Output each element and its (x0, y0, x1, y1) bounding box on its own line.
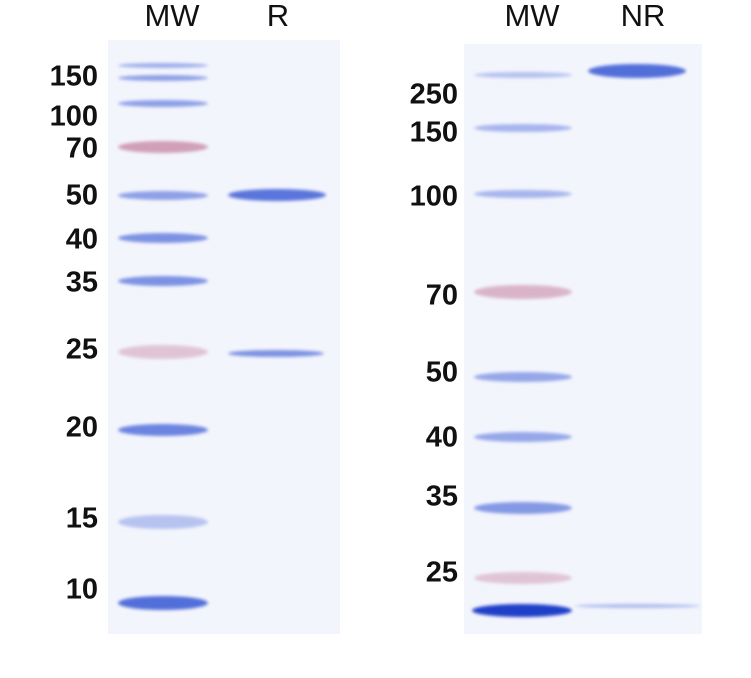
ladder-band (118, 345, 208, 359)
ladder-band (474, 190, 572, 198)
mw-marker-label: 10 (65, 573, 98, 606)
mw-marker-label: 250 (409, 78, 458, 111)
lane-label-mw-right: MW (504, 0, 560, 33)
mw-marker-label: 50 (425, 356, 458, 389)
ladder-band (118, 62, 208, 68)
mw-marker-label: 150 (49, 60, 98, 93)
ladder-band (474, 432, 572, 442)
mw-marker-label: 40 (425, 421, 458, 454)
ladder-band (118, 515, 208, 529)
ladder-dye-front (472, 603, 572, 617)
mw-marker-label: 25 (425, 556, 458, 589)
mw-marker-label: 20 (65, 411, 98, 444)
ladder-band (118, 233, 208, 243)
mw-marker-label: 70 (65, 132, 98, 165)
ladder-band (118, 75, 208, 81)
lane-label-mw-left: MW (144, 0, 200, 33)
mw-marker-label: 15 (65, 502, 98, 535)
ladder-band (474, 285, 572, 299)
lane-label-r: R (266, 0, 290, 33)
sample-band-intact (588, 64, 686, 78)
ladder-band (474, 572, 572, 584)
mw-marker-label: 100 (409, 180, 458, 213)
mw-marker-label: 40 (65, 223, 98, 256)
ladder-band (118, 276, 208, 286)
mw-marker-label: 35 (425, 480, 458, 513)
dye-front-line (575, 604, 700, 608)
ladder-band (118, 190, 208, 200)
ladder-band (474, 72, 572, 78)
sample-band-light-chain (228, 349, 324, 357)
sample-band-heavy-chain (228, 189, 326, 201)
ladder-band (118, 596, 208, 610)
mw-marker-label: 100 (49, 100, 98, 133)
lane-label-nr: NR (620, 0, 666, 33)
ladder-band (118, 141, 208, 153)
mw-marker-label: 35 (65, 266, 98, 299)
right-gel (464, 44, 702, 634)
left-gel (108, 40, 340, 634)
ladder-band (118, 424, 208, 436)
mw-marker-label: 150 (409, 116, 458, 149)
mw-marker-label: 70 (425, 279, 458, 312)
ladder-band (474, 124, 572, 132)
ladder-band (474, 372, 572, 382)
mw-marker-label: 50 (65, 179, 98, 212)
mw-marker-label: 25 (65, 333, 98, 366)
ladder-band (118, 99, 208, 107)
ladder-band (474, 502, 572, 514)
